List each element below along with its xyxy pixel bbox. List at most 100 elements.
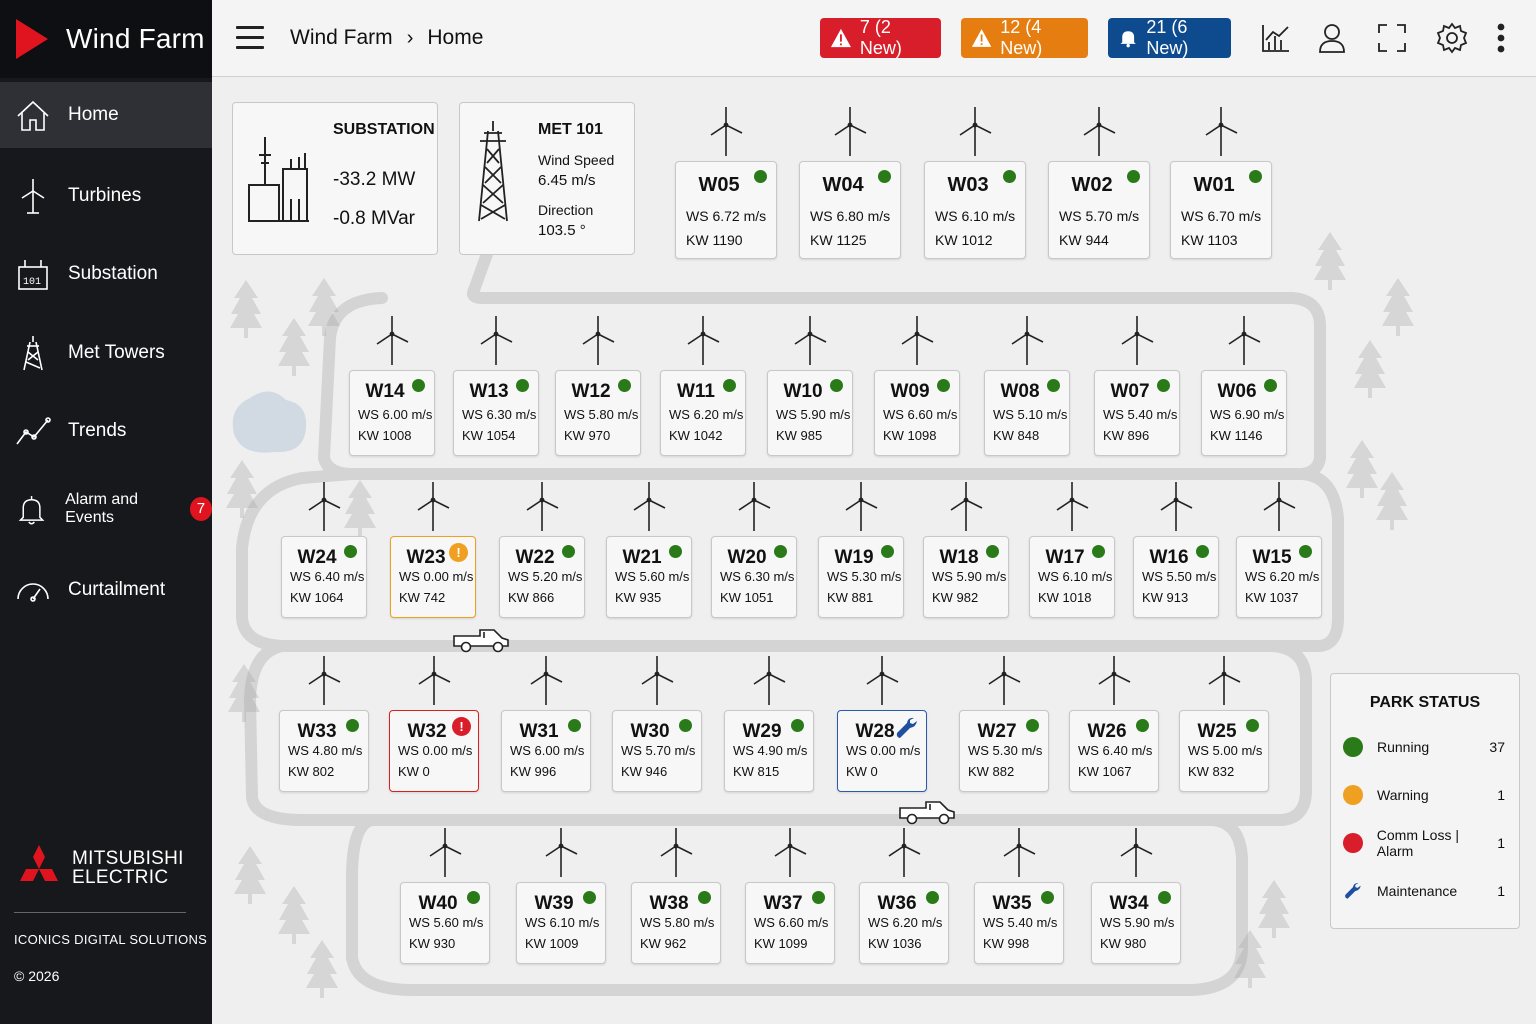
wind-turbine-icon — [955, 105, 995, 157]
wind-turbine-icon — [372, 314, 412, 366]
menu-icon[interactable] — [236, 26, 264, 50]
turbine-card-w36[interactable]: W36 WS 6.20 m/s KW 1036 — [859, 882, 949, 964]
turbine-card-w12[interactable]: W12 WS 5.80 m/s KW 970 — [555, 370, 641, 456]
tree-icon — [1232, 928, 1268, 995]
turbine-id: W23 — [406, 547, 446, 568]
turbine-card-w32[interactable]: W32! WS 0.00 m/s KW 0 — [389, 710, 479, 792]
user-icon[interactable] — [1316, 22, 1348, 54]
tree-icon — [1344, 438, 1380, 505]
turbine-card-w28[interactable]: W28 WS 0.00 m/s KW 0 — [837, 710, 927, 792]
turbine-card-w17[interactable]: W17 WS 6.10 m/s KW 1018 — [1029, 536, 1115, 618]
sidebar-item-met-towers[interactable]: Met Towers — [0, 317, 212, 389]
turbine-card-w37[interactable]: W37 WS 6.60 m/s KW 1099 — [745, 882, 835, 964]
breadcrumb-item-wind-farm[interactable]: Wind Farm — [290, 26, 393, 49]
turbine-card-w34[interactable]: W34 WS 5.90 m/s KW 980 — [1091, 882, 1181, 964]
status-running-dot — [1092, 545, 1105, 558]
turbine-power: KW 998 — [983, 936, 1030, 951]
turbine-card-w22[interactable]: W22 WS 5.20 m/s KW 866 — [499, 536, 585, 618]
park-status-title: PARK STATUS — [1369, 694, 1481, 711]
turbine-card-w40[interactable]: W40 WS 5.60 m/s KW 930 — [400, 882, 490, 964]
turbine-card-w13[interactable]: W13 WS 6.30 m/s KW 1054 — [453, 370, 539, 456]
turbine-wind-speed: WS 5.60 m/s — [409, 915, 484, 930]
gauge-icon — [17, 583, 49, 602]
turbine-card-w24[interactable]: W24 WS 6.40 m/s KW 1064 — [281, 536, 367, 618]
turbine-wind-speed: WS 6.90 m/s — [1210, 407, 1285, 422]
turbine-card-w31[interactable]: W31 WS 6.00 m/s KW 996 — [501, 710, 591, 792]
substation-icon — [248, 137, 309, 222]
turbine-id: W10 — [783, 381, 823, 402]
substation-card[interactable]: SUBSTATION -33.2 MW -0.8 MVar — [232, 102, 438, 255]
turbine-card-w20[interactable]: W20 WS 6.30 m/s KW 1051 — [711, 536, 797, 618]
turbine-card-w38[interactable]: W38 WS 5.80 m/s KW 962 — [631, 882, 721, 964]
status-running-dot — [1158, 891, 1171, 904]
more-vertical-icon[interactable] — [1485, 22, 1517, 54]
turbine-card-w25[interactable]: W25 WS 5.00 m/s KW 832 — [1179, 710, 1269, 792]
turbine-card-w02[interactable]: W02 WS 5.70 m/s KW 944 — [1048, 161, 1150, 259]
turbine-card-w07[interactable]: W07 WS 5.40 m/s KW 896 — [1094, 370, 1180, 456]
pond — [230, 388, 310, 463]
turbine-card-w29[interactable]: W29 WS 4.90 m/s KW 815 — [724, 710, 814, 792]
turbine-id: W08 — [1000, 381, 1040, 402]
turbine-card-w14[interactable]: W14 WS 6.00 m/s KW 1008 — [349, 370, 435, 456]
turbine-card-w01[interactable]: W01 WS 6.70 m/s KW 1103 — [1170, 161, 1272, 259]
sidebar-item-trends[interactable]: Trends — [0, 395, 212, 467]
turbine-card-w03[interactable]: W03 WS 6.10 m/s KW 1012 — [924, 161, 1026, 259]
turbine-card-w19[interactable]: W19 WS 5.30 m/s KW 881 — [818, 536, 904, 618]
sidebar-item-curtailment[interactable]: Curtailment — [0, 554, 212, 626]
wind-turbine-icon — [1117, 314, 1157, 366]
turbine-card-w06[interactable]: W06 WS 6.90 m/s KW 1146 — [1201, 370, 1287, 456]
turbine-card-w39[interactable]: W39 WS 6.10 m/s KW 1009 — [516, 882, 606, 964]
turbine-power: KW 802 — [288, 764, 335, 779]
turbine-card-w35[interactable]: W35 WS 5.40 m/s KW 998 — [974, 882, 1064, 964]
turbine-card-w33[interactable]: W33 WS 4.80 m/s KW 802 — [279, 710, 369, 792]
turbine-card-w23[interactable]: W23! WS 0.00 m/s KW 742 — [390, 536, 476, 618]
met-tower-card[interactable]: MET 101 Wind Speed 6.45 m/s Direction 10… — [459, 102, 635, 255]
brand-logo-icon — [16, 19, 48, 59]
status-running-dot — [669, 545, 682, 558]
turbine-card-w27[interactable]: W27 WS 5.30 m/s KW 882 — [959, 710, 1049, 792]
wind-turbine-icon — [946, 480, 986, 532]
substation-mvar: -0.8 MVar — [333, 208, 416, 229]
tree-icon — [228, 278, 264, 345]
turbine-card-w15[interactable]: W15 WS 6.20 m/s KW 1037 — [1236, 536, 1322, 618]
turbine-id: W19 — [834, 547, 874, 568]
turbine-wind-speed: WS 6.72 m/s — [686, 208, 767, 224]
turbine-id: W36 — [877, 893, 917, 914]
turbine-wind-speed: WS 6.30 m/s — [462, 407, 537, 422]
status-running-dot — [1196, 545, 1209, 558]
turbine-card-w11[interactable]: W11 WS 6.20 m/s KW 1042 — [660, 370, 746, 456]
sidebar-item-alarm-and-events[interactable]: Alarm and Events 7 — [0, 473, 212, 545]
turbine-card-w10[interactable]: W10 WS 5.90 m/s KW 985 — [767, 370, 853, 456]
turbine-power: KW 1042 — [669, 428, 723, 443]
turbine-id: W22 — [515, 547, 555, 568]
alarm-summary-button-3[interactable]: 21 (6 New) — [1108, 17, 1231, 58]
turbine-card-w16[interactable]: W16 WS 5.50 m/s KW 913 — [1133, 536, 1219, 618]
sidebar: Wind Farm Home Turbines 101 Substation Met T… — [0, 0, 212, 1024]
turbine-card-w09[interactable]: W09 WS 6.60 m/s KW 1098 — [874, 370, 960, 456]
sidebar-item-turbines[interactable]: Turbines — [0, 160, 212, 232]
breadcrumb-item-home[interactable]: Home — [427, 26, 484, 49]
park-status-row-maintenance: Maintenance 1 — [1343, 880, 1509, 902]
turbine-card-w05[interactable]: W05 WS 6.72 m/s KW 1190 — [675, 161, 777, 259]
fullscreen-icon[interactable] — [1376, 22, 1408, 54]
chart-icon[interactable] — [1260, 22, 1292, 54]
wind-turbine-icon — [706, 105, 746, 157]
turbine-card-w08[interactable]: W08 WS 5.10 m/s KW 848 — [984, 370, 1070, 456]
sidebar-item-home[interactable]: Home — [0, 82, 212, 148]
sidebar-item-substation[interactable]: 101 Substation — [0, 238, 212, 310]
turbine-id: W05 — [698, 174, 740, 196]
tree-icon — [224, 458, 260, 525]
turbine-card-w26[interactable]: W26 WS 6.40 m/s KW 1067 — [1069, 710, 1159, 792]
turbine-card-w21[interactable]: W21 WS 5.60 m/s KW 935 — [606, 536, 692, 618]
turbine-card-w18[interactable]: W18 WS 5.90 m/s KW 982 — [923, 536, 1009, 618]
turbine-card-w30[interactable]: W30 WS 5.70 m/s KW 946 — [612, 710, 702, 792]
turbine-card-w04[interactable]: W04 WS 6.80 m/s KW 1125 — [799, 161, 901, 259]
turbine-id: W27 — [977, 721, 1017, 742]
turbine-power: KW 944 — [1059, 232, 1109, 248]
wind-turbine-icon — [304, 654, 344, 706]
gear-icon[interactable] — [1436, 22, 1468, 54]
turbine-wind-speed: WS 5.20 m/s — [508, 569, 583, 584]
alarm-summary-button-2[interactable]: 12 (4 New) — [961, 17, 1088, 58]
brand-header: Wind Farm — [0, 0, 212, 78]
alarm-summary-button-1[interactable]: 7 (2 New) — [820, 17, 941, 58]
